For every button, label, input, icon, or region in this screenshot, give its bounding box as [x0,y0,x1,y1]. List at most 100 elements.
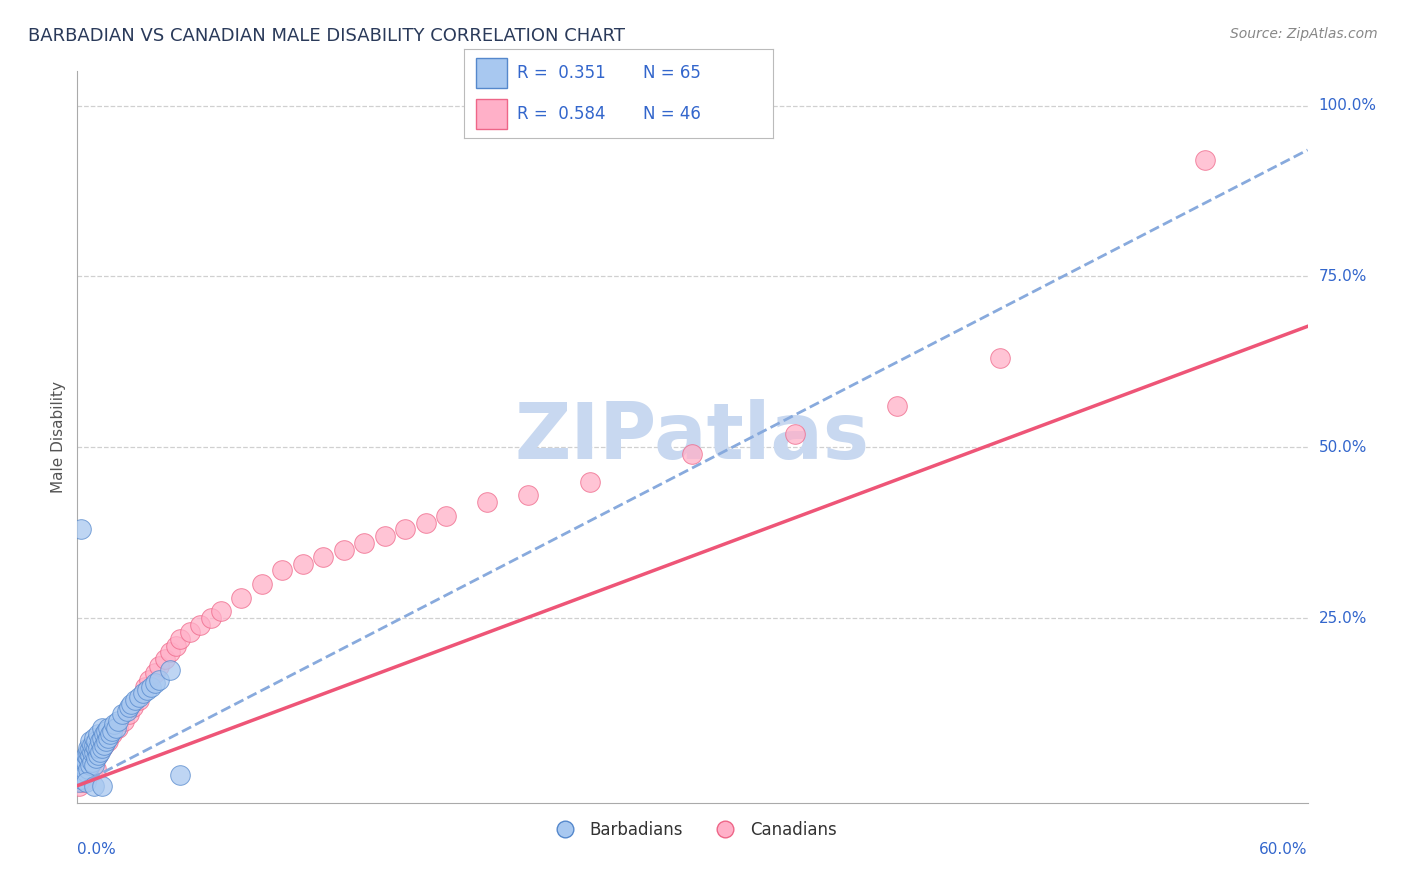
Point [75,765,97,780]
Point [83,779,105,793]
Point [67,775,90,789]
Point [783,426,806,441]
Point [79,734,101,748]
Point [75,747,97,762]
Point [70,765,93,780]
Point [579,475,602,489]
Point [76,745,98,759]
Point [72,768,94,782]
Point [72,775,94,789]
Point [134,680,156,694]
Point [988,351,1011,366]
Point [682,447,704,461]
Point [72,755,94,769]
Y-axis label: Male Disability: Male Disability [51,381,66,493]
Point [87,747,110,762]
Point [132,686,155,700]
Point [159,645,181,659]
Point [76,751,98,765]
Point [128,693,150,707]
Point [105,721,128,735]
Point [80,765,103,780]
Point [143,676,166,690]
Point [70,772,93,786]
Text: N = 46: N = 46 [644,105,702,123]
Point [117,706,139,721]
Point [136,683,159,698]
Point [80,738,103,752]
Point [67,768,90,782]
Point [83,745,105,759]
Point [159,663,181,677]
Point [97,734,120,748]
Text: R =  0.584: R = 0.584 [516,105,605,123]
Point [79,741,101,756]
Point [84,734,107,748]
Point [90,721,114,735]
Point [101,724,124,739]
Point [76,741,98,756]
Point [200,611,222,625]
Text: 25.0%: 25.0% [1319,611,1367,625]
Point [93,738,115,752]
Point [83,731,105,745]
Point [83,758,105,772]
Point [188,618,212,632]
Point [84,741,107,756]
Point [165,639,187,653]
Point [101,727,124,741]
Point [98,727,121,741]
Point [394,522,416,536]
Point [148,673,170,687]
Point [76,762,98,776]
Point [231,591,253,605]
Point [79,747,101,762]
Point [143,665,166,680]
Text: 50.0%: 50.0% [1319,440,1367,455]
FancyBboxPatch shape [477,99,508,129]
Point [90,779,114,793]
Point [103,717,125,731]
Point [76,768,98,782]
Point [291,557,314,571]
Point [114,714,136,728]
Point [67,779,90,793]
Point [124,693,146,707]
Point [148,659,170,673]
Point [107,714,129,728]
FancyBboxPatch shape [477,58,508,88]
Point [107,721,129,735]
Point [93,727,115,741]
Point [83,738,105,752]
Point [271,563,294,577]
Legend: Barbadians, Canadians: Barbadians, Canadians [541,814,844,846]
Point [79,758,101,772]
Point [169,768,191,782]
Point [111,706,134,721]
Point [90,741,114,756]
Point [115,704,138,718]
Point [121,700,143,714]
Point [477,495,499,509]
Point [94,734,117,748]
Point [90,741,114,756]
Text: R =  0.351: R = 0.351 [516,64,606,82]
Point [333,542,356,557]
Point [75,755,97,769]
Text: N = 65: N = 65 [644,64,702,82]
Point [169,632,191,646]
Point [415,516,437,530]
Point [517,488,540,502]
Point [886,400,908,414]
Point [80,755,103,769]
Point [87,741,110,756]
Point [93,738,115,752]
Point [436,508,458,523]
Point [75,775,97,789]
Point [89,734,111,748]
Point [87,747,110,762]
Text: Source: ZipAtlas.com: Source: ZipAtlas.com [1230,27,1378,41]
Point [1194,153,1216,168]
Point [90,731,114,745]
Text: 60.0%: 60.0% [1260,842,1308,856]
